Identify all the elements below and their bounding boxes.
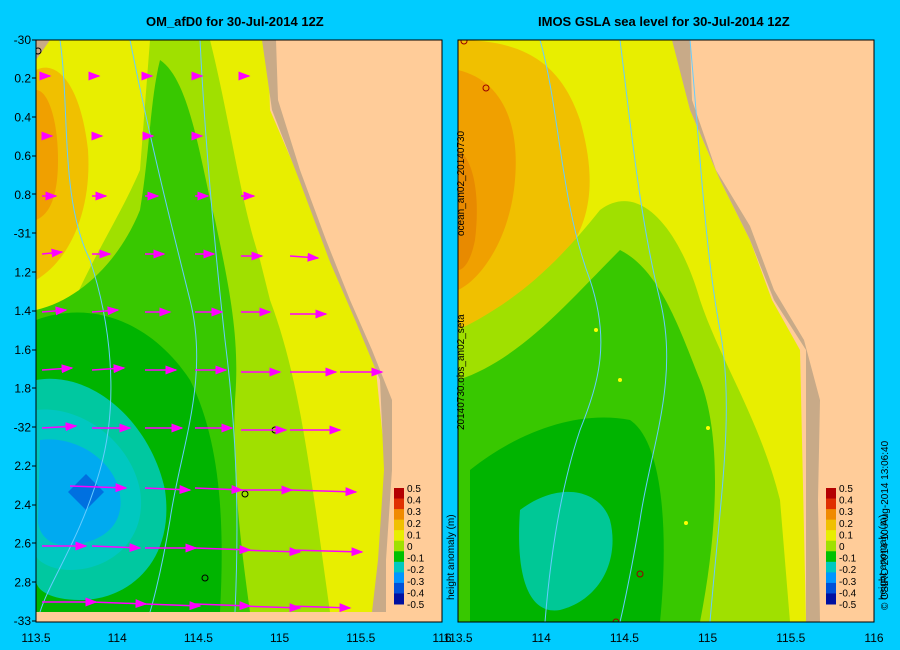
left-map-panel [35,39,443,623]
right-side-text-1: ocean_an02_20140730 [456,130,467,236]
left-panel-title: OM_afD0 for 30-Jul-2014 12Z [146,14,324,29]
right-map-panel [457,39,875,623]
right-side-text-2: 20140730.obs_an02_seta [456,314,467,430]
copyright-text: © CSIRO 2014 10-Aug-2014 13:06:40 [880,440,891,610]
right-panel-title: IMOS GSLA sea level for 30-Jul-2014 12Z [538,14,790,29]
